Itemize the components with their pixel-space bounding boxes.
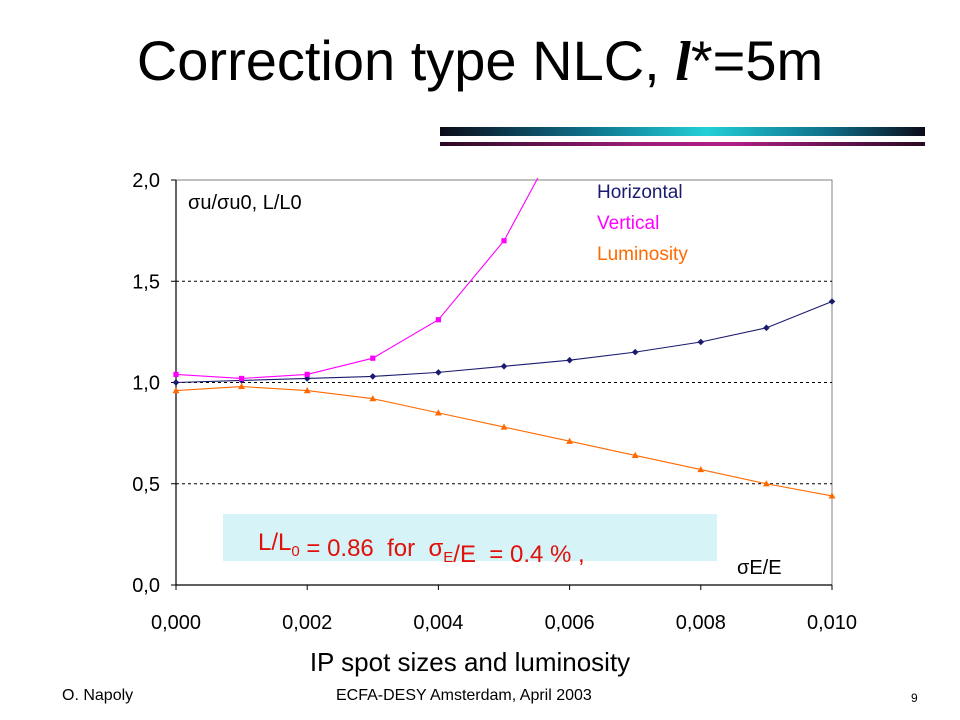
x-tick-label: 0,008 xyxy=(676,612,726,634)
data-point-luminosity xyxy=(172,387,180,394)
annotation-subscript: 0 xyxy=(291,543,299,560)
annotation-subscript: E xyxy=(443,549,453,566)
slide-title: Correction type NLC, l*=5m xyxy=(0,28,960,94)
x-tick-label: 0,002 xyxy=(282,612,332,634)
data-point-horizontal xyxy=(369,373,377,380)
data-point-luminosity xyxy=(566,437,573,444)
x-tick-label: 0,006 xyxy=(545,612,595,634)
series-line-luminosity xyxy=(176,385,833,497)
y-tick-label: 0,0 xyxy=(132,575,160,597)
data-point-vertical xyxy=(501,238,507,244)
annotation-text-part: σ xyxy=(428,535,443,562)
title-lstar-symbol: l xyxy=(675,31,691,93)
series-line-horizontal xyxy=(176,300,833,384)
legend-entry-vertical: Vertical xyxy=(597,213,659,234)
data-point-luminosity xyxy=(238,382,245,390)
title-prefix: Correction type NLC, xyxy=(136,29,676,92)
annotation-text-part: /E = 0.4 % , xyxy=(453,541,584,568)
data-point-horizontal xyxy=(631,348,639,356)
chart-title: IP spot sizes and luminosity xyxy=(310,647,630,677)
data-point-luminosity xyxy=(763,480,770,487)
data-point-luminosity xyxy=(828,492,836,499)
annotation-text: L/L0 = 0.86 for σE/E = 0.4 % , xyxy=(258,529,585,568)
data-point-horizontal xyxy=(763,324,770,332)
footer-author: O. Napoly xyxy=(62,687,134,704)
legend-entry-luminosity: Luminosity xyxy=(597,244,688,265)
footer-page-number: 9 xyxy=(911,691,918,705)
data-point-luminosity xyxy=(697,465,705,473)
data-point-horizontal xyxy=(435,369,442,376)
annotation-text-part: = 0.86 for xyxy=(300,535,429,562)
data-point-horizontal xyxy=(303,375,311,382)
data-point-luminosity xyxy=(303,387,311,394)
data-point-horizontal xyxy=(172,379,180,386)
legend-entry-horizontal: Horizontal xyxy=(597,182,683,203)
data-point-horizontal xyxy=(697,338,705,346)
y-tick-label: 2,0 xyxy=(132,170,160,192)
title-rule-top xyxy=(440,127,925,136)
x-axis-label: σE/E xyxy=(737,557,782,579)
x-tick-label: 0,010 xyxy=(807,612,857,634)
data-point-horizontal xyxy=(500,363,508,370)
x-tick-label: 0,000 xyxy=(151,612,201,634)
y-tick-label: 1,5 xyxy=(132,271,160,293)
data-point-vertical xyxy=(304,371,310,377)
annotation-text-part: L/L xyxy=(258,529,291,556)
y-tick-label: 1,0 xyxy=(132,373,160,395)
data-point-luminosity xyxy=(631,451,639,458)
data-point-horizontal xyxy=(566,356,573,364)
y-tick-label: 0,5 xyxy=(132,474,160,496)
annotation-box xyxy=(223,514,717,561)
data-point-vertical xyxy=(435,317,441,323)
data-point-horizontal xyxy=(828,298,836,305)
y-axis-label: σu/σu0, L/L0 xyxy=(188,192,302,214)
data-point-luminosity xyxy=(435,409,442,416)
data-point-luminosity xyxy=(369,395,377,402)
footer-event: ECFA-DESY Amsterdam, April 2003 xyxy=(336,687,592,704)
data-point-vertical xyxy=(370,355,376,361)
data-point-vertical xyxy=(173,371,179,377)
x-tick-label: 0,004 xyxy=(413,612,463,634)
data-point-vertical xyxy=(239,375,245,382)
title-rule-bottom xyxy=(440,142,925,146)
data-point-luminosity xyxy=(500,423,508,430)
title-suffix: *=5m xyxy=(690,29,824,92)
